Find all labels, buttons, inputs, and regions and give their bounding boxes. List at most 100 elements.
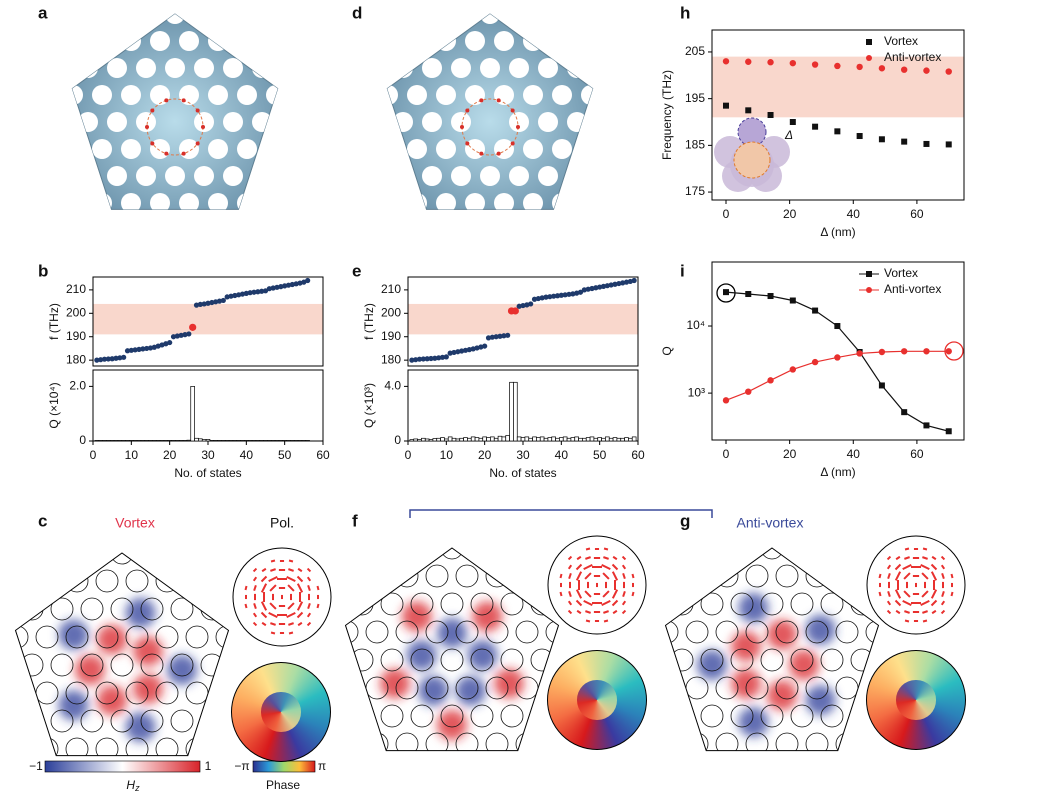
point (812, 123, 819, 130)
bar (240, 440, 245, 442)
hole (34, 31, 54, 51)
hole (295, 31, 315, 51)
hole (237, 31, 257, 51)
hole (266, 31, 278, 51)
pol-arrow (931, 555, 937, 561)
x-axis-label: No. of states (174, 466, 241, 480)
hole-outline (80, 553, 104, 565)
point (497, 333, 503, 339)
hole (324, 85, 344, 105)
hole (78, 58, 98, 78)
point (489, 334, 495, 340)
point (501, 333, 507, 339)
point (923, 348, 930, 355)
bar (301, 440, 307, 442)
hole (436, 31, 456, 51)
point (255, 289, 261, 295)
bar (463, 437, 468, 442)
bar (205, 439, 211, 442)
plot-frame (711, 29, 965, 201)
point (834, 62, 841, 70)
hole (364, 112, 384, 132)
hole (78, 166, 98, 186)
pol-arrow (603, 619, 609, 623)
pol-arrow (878, 591, 882, 597)
point (593, 285, 599, 291)
hole (552, 247, 572, 267)
hole-outline (455, 620, 479, 644)
hole-outline (820, 548, 844, 560)
pol-arrow (568, 591, 572, 597)
hole-outline (50, 553, 74, 565)
pol-arrow (902, 599, 912, 607)
point (812, 307, 819, 314)
dot (510, 141, 515, 146)
point (424, 356, 430, 362)
hole (92, 139, 112, 159)
point (767, 59, 774, 66)
pol-arrow (930, 589, 938, 599)
hole (121, 31, 141, 51)
bar (293, 440, 299, 442)
hole-outline (805, 676, 829, 700)
y-tick-label: 0 (394, 433, 401, 447)
hole-outline (185, 681, 209, 705)
pol-arrow (584, 590, 592, 598)
pol-arrow (307, 603, 311, 609)
hole (324, 247, 344, 267)
point (608, 282, 614, 288)
hole (281, 220, 301, 240)
point (878, 382, 885, 389)
hole-outline (321, 649, 343, 671)
point (554, 293, 561, 299)
x-tick-label: 60 (316, 448, 330, 462)
hole-outline (685, 564, 709, 588)
hole (223, 112, 243, 132)
point (566, 291, 572, 297)
bar (224, 440, 230, 442)
field-blob (125, 712, 156, 743)
hole-outline (790, 648, 814, 672)
hole-outline (500, 548, 524, 560)
hole (165, 166, 185, 186)
hole (150, 247, 170, 267)
plot-frame (407, 276, 639, 367)
pol-arrow (260, 583, 268, 593)
y-tick-label: 2.0 (69, 379, 86, 393)
bar (440, 437, 445, 442)
hole-outline (0, 710, 13, 732)
hole-outline (731, 761, 753, 783)
point (547, 294, 553, 300)
bar (478, 437, 484, 442)
hole-outline (745, 676, 769, 700)
bar (582, 437, 587, 442)
hole-outline (185, 569, 209, 593)
point (451, 349, 457, 356)
bar (247, 440, 253, 442)
point (189, 323, 197, 331)
bar (428, 439, 434, 442)
hole-outline (561, 761, 583, 783)
hole-outline (501, 761, 523, 783)
hole-outline (835, 564, 859, 588)
panel-label: h (680, 3, 690, 22)
hole-outline (821, 761, 843, 783)
pol-arrow (296, 583, 304, 593)
dot (195, 141, 200, 146)
pol-arrow (252, 576, 258, 582)
hole-outline (185, 625, 209, 649)
pol-arrow (576, 555, 582, 561)
hole-outline (35, 681, 59, 705)
hole (465, 193, 485, 210)
hole (121, 85, 141, 105)
point (923, 67, 930, 74)
legend-marker (866, 55, 872, 61)
pol-arrow (904, 547, 910, 551)
hole-outline (140, 709, 164, 733)
pol-arrow (886, 600, 892, 606)
pol-arrow (268, 575, 278, 583)
bar (536, 437, 541, 442)
field-blobs (697, 592, 836, 738)
hole (121, 247, 141, 267)
hole-outline (471, 761, 493, 783)
